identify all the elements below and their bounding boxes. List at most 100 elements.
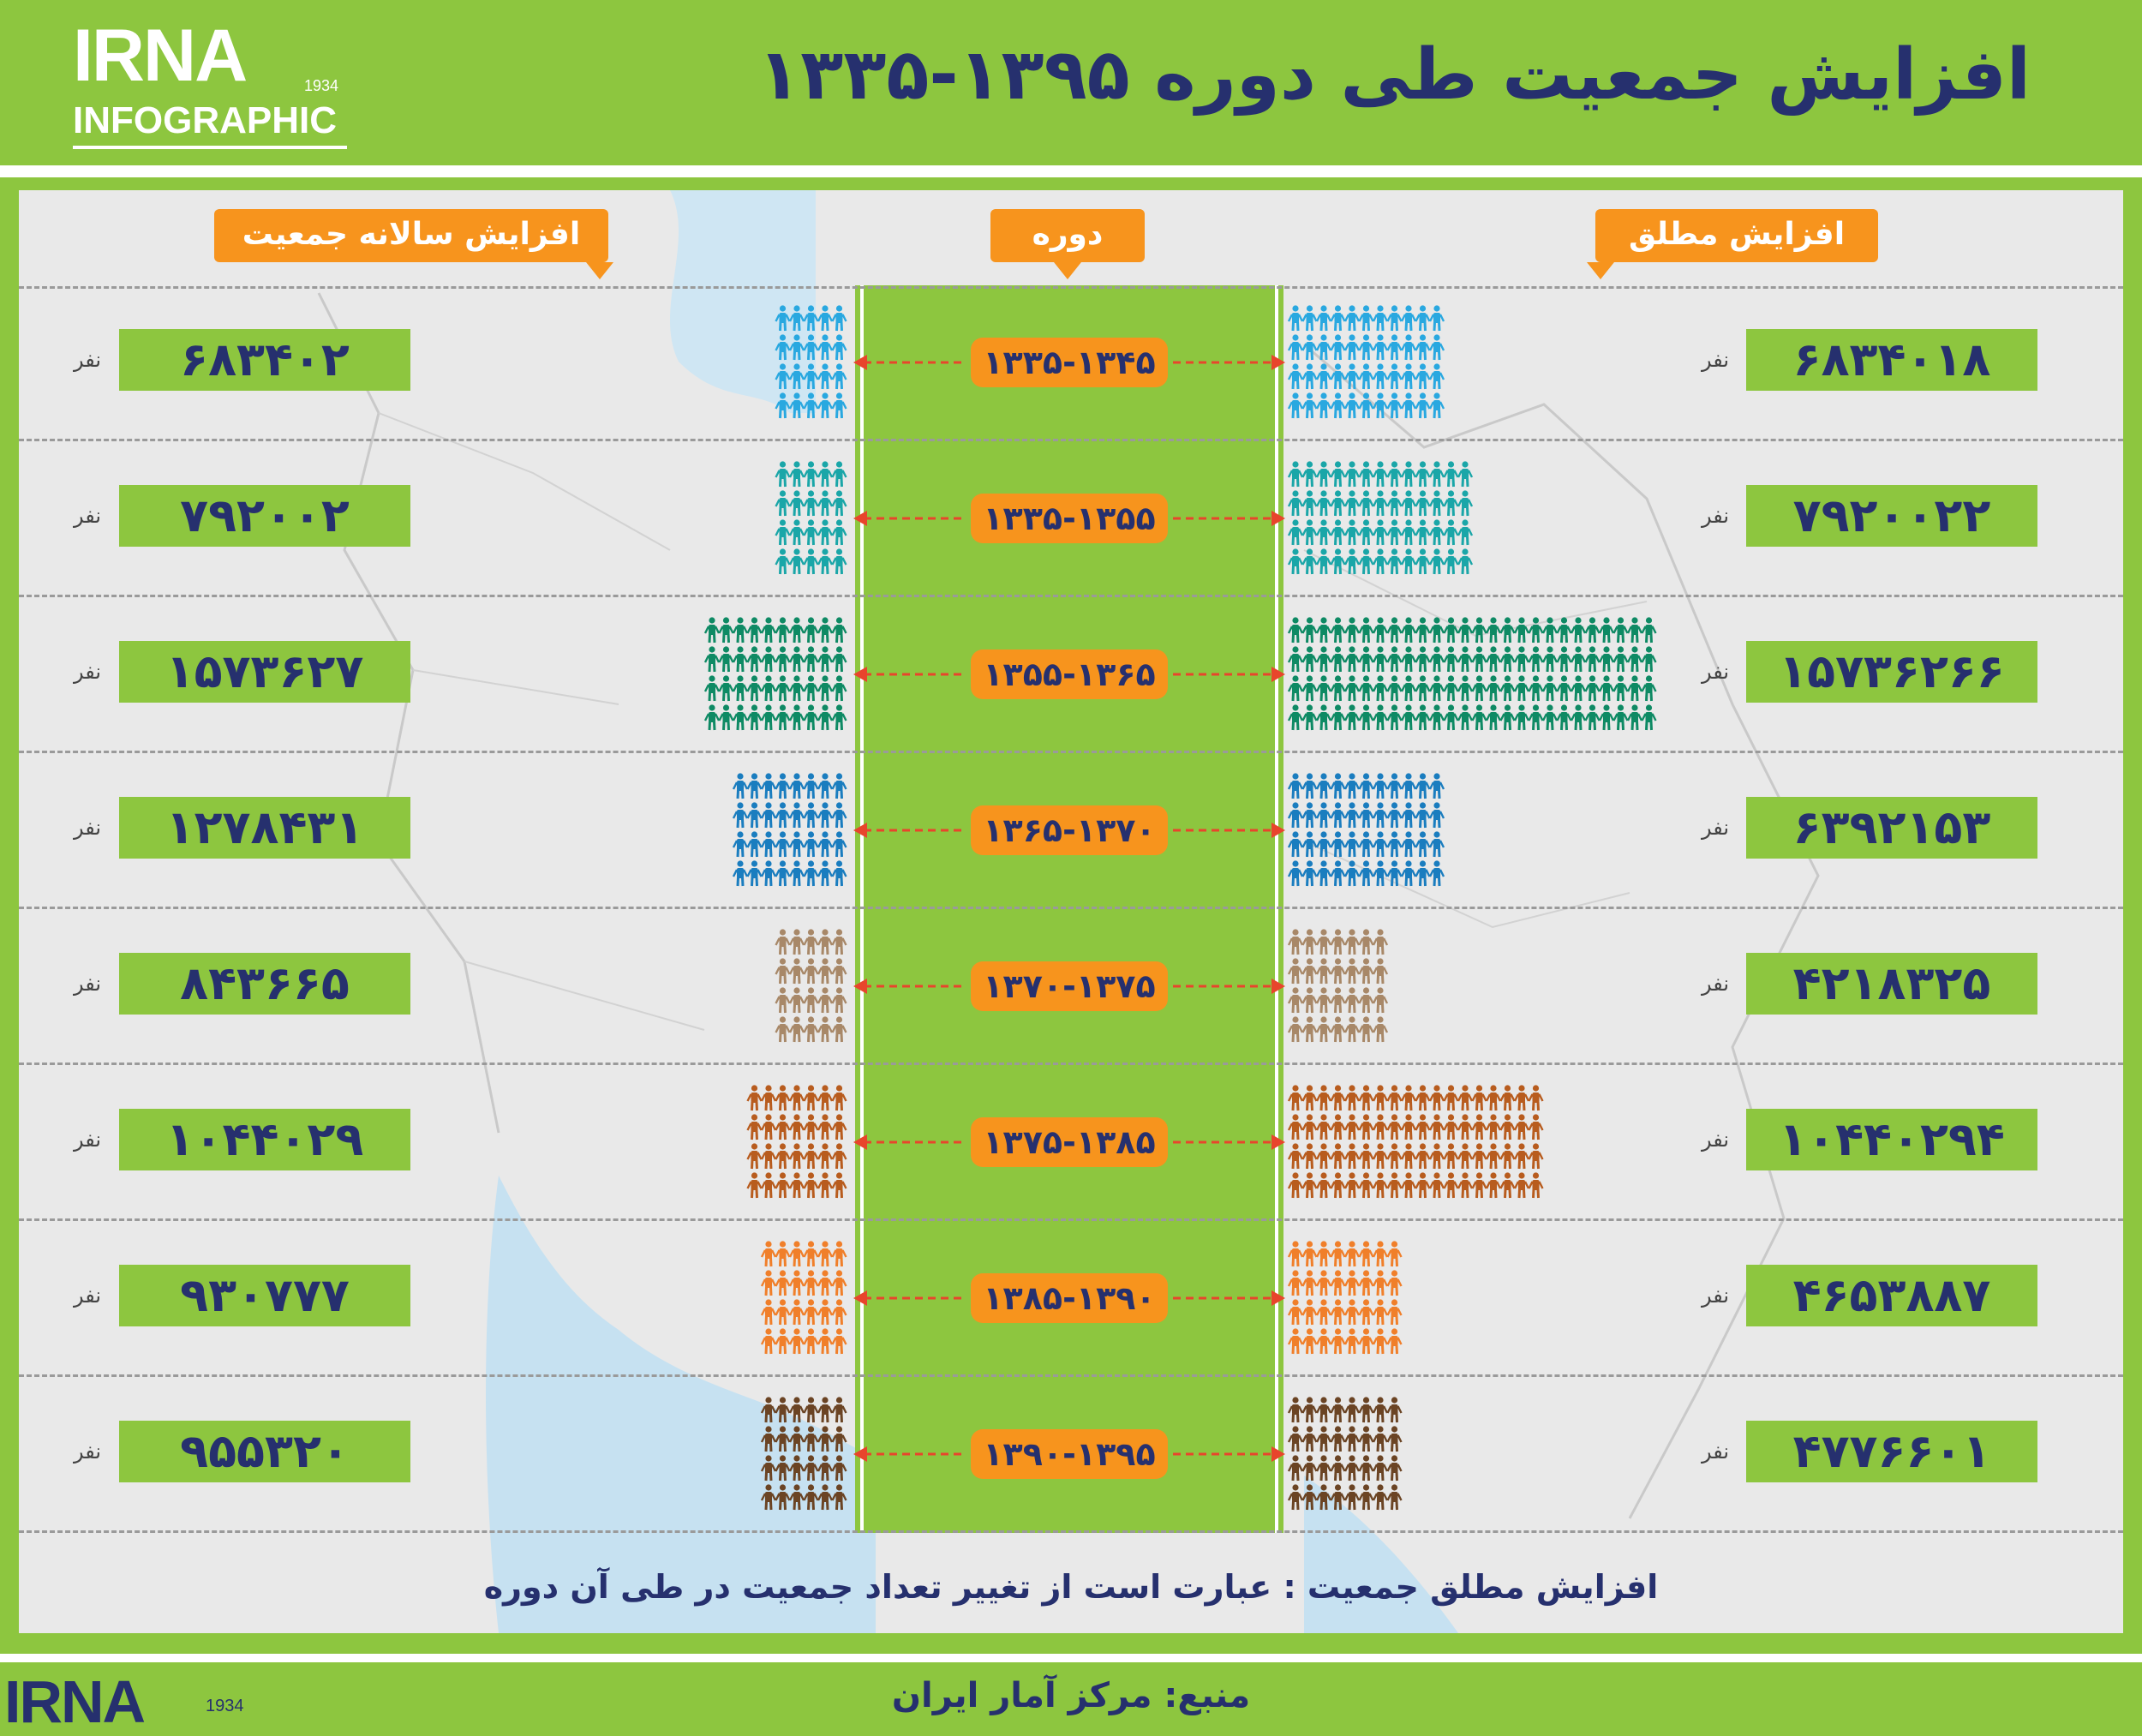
annual-value: ۶۸۳۴۰۲ (119, 329, 410, 391)
annual-people-icons (775, 305, 847, 419)
source-credit: منبع: مرکز آمار ایران (891, 1676, 1251, 1715)
annual-people-icons (760, 1241, 847, 1355)
absolute-unit: نفر (1702, 660, 1730, 684)
period-label: ۱۳۳۵-۱۳۵۵ (971, 494, 1168, 543)
annual-value: ۹۳۰۷۷۷ (119, 1265, 410, 1326)
row-separator (19, 1063, 2123, 1065)
absolute-people-icons (1287, 1085, 1544, 1199)
absolute-value: ۶۸۳۴۰۱۸ (1746, 329, 2037, 391)
annual-value: ۷۹۲۰۰۲ (119, 485, 410, 547)
absolute-value: ۴۶۵۳۸۸۷ (1746, 1265, 2037, 1326)
period-header: دوره (990, 209, 1145, 262)
right-arrowhead (1271, 667, 1285, 682)
annual-increase-header: افزایش سالانه جمعیت (214, 209, 608, 262)
right-arrowhead (1271, 1290, 1285, 1306)
absolute-people-icons (1287, 1241, 1403, 1355)
annual-unit: نفر (74, 1440, 102, 1464)
right-arrowhead (1271, 979, 1285, 994)
annual-unit: نفر (74, 972, 102, 996)
logo-underline (73, 146, 347, 149)
absolute-people-icons (1287, 617, 1657, 731)
main-panel: افزایش سالانه جمعیت دوره افزایش مطلق نفر… (19, 190, 2123, 1633)
absolute-increase-header: افزایش مطلق (1595, 209, 1878, 262)
absolute-unit: نفر (1702, 1284, 1730, 1308)
annual-unit: نفر (74, 660, 102, 684)
left-arrowhead (853, 511, 867, 526)
period-label: ۱۳۵۵-۱۳۶۵ (971, 650, 1168, 699)
logo-subtitle: INFOGRAPHIC (73, 99, 337, 141)
absolute-value: ۶۳۹۲۱۵۳ (1746, 797, 2037, 859)
annual-people-icons (732, 773, 847, 887)
irna-logo: IRNA 1934 INFOGRAPHIC (73, 17, 347, 149)
right-arrowhead (1271, 823, 1285, 838)
period-column-left-line (860, 285, 864, 1533)
absolute-unit: نفر (1702, 348, 1730, 372)
footer-logo: IRNA (4, 1668, 146, 1735)
row-separator (19, 439, 2123, 441)
absolute-unit: نفر (1702, 504, 1730, 528)
header: IRNA 1934 INFOGRAPHIC افزایش جمعیت طی دو… (0, 0, 2142, 163)
absolute-unit: نفر (1702, 972, 1730, 996)
annual-unit: نفر (74, 348, 102, 372)
row-separator (19, 286, 2123, 289)
row-separator (19, 751, 2123, 753)
annual-unit: نفر (74, 1284, 102, 1308)
annual-value: ۹۵۵۳۲۰ (119, 1421, 410, 1482)
absolute-people-icons (1287, 1397, 1403, 1511)
annual-value: ۱۲۷۸۴۳۱ (119, 797, 410, 859)
right-arrowhead (1271, 355, 1285, 370)
absolute-people-icons (1287, 929, 1389, 1043)
annual-people-icons (703, 617, 847, 731)
row-separator (19, 1530, 2123, 1533)
left-arrowhead (853, 667, 867, 682)
row-separator (19, 1218, 2123, 1221)
footer-logo-year: 1934 (206, 1697, 244, 1715)
left-arrowhead (853, 1446, 867, 1462)
annual-people-icons (775, 929, 847, 1043)
period-label: ۱۳۸۵-۱۳۹۰ (971, 1273, 1168, 1323)
logo-year: 1934 (304, 77, 339, 94)
definition-note: افزایش مطلق جمعیت : عبارت است از تغییر ت… (483, 1568, 1659, 1606)
period-label: ۱۳۶۵-۱۳۷۰ (971, 805, 1168, 855)
page-title: افزایش جمعیت طی دوره ۱۳۹۵-۱۳۳۵ (757, 34, 2031, 116)
row-separator (19, 907, 2123, 909)
annual-unit: نفر (74, 1128, 102, 1152)
row-separator (19, 1374, 2123, 1377)
right-arrowhead (1271, 1446, 1285, 1462)
period-label: ۱۳۷۰-۱۳۷۵ (971, 961, 1168, 1011)
left-arrowhead (853, 1134, 867, 1150)
period-label: ۱۳۷۵-۱۳۸۵ (971, 1117, 1168, 1167)
right-arrowhead (1271, 511, 1285, 526)
header-divider (0, 165, 2142, 177)
footer-divider (0, 1654, 2142, 1662)
iran-map-background (317, 190, 1820, 1633)
annual-value: ۱۵۷۳۶۲۷ (119, 641, 410, 703)
annual-unit: نفر (74, 504, 102, 528)
absolute-value: ۱۰۴۴۰۲۹۴ (1746, 1109, 2037, 1170)
row-separator (19, 595, 2123, 597)
absolute-value: ۴۷۷۶۶۰۱ (1746, 1421, 2037, 1482)
annual-unit: نفر (74, 816, 102, 840)
absolute-value: ۷۹۲۰۰۲۲ (1746, 485, 2037, 547)
period-column (855, 285, 1283, 1533)
absolute-unit: نفر (1702, 816, 1730, 840)
left-arrowhead (853, 979, 867, 994)
annual-header-arrow (586, 262, 613, 279)
absolute-unit: نفر (1702, 1128, 1730, 1152)
left-arrowhead (853, 823, 867, 838)
chart-icons-layer (703, 305, 1657, 1511)
absolute-people-icons (1287, 461, 1474, 575)
annual-people-icons (746, 1085, 847, 1199)
annual-people-icons (760, 1397, 847, 1511)
absolute-unit: نفر (1702, 1440, 1730, 1464)
right-arrowhead (1271, 1134, 1285, 1150)
left-arrowhead (853, 355, 867, 370)
period-header-arrow (1054, 262, 1081, 279)
annual-people-icons (775, 461, 847, 575)
absolute-header-arrow (1587, 262, 1614, 279)
period-column-right-line (1275, 285, 1278, 1533)
annual-value: ۱۰۴۴۰۲۹ (119, 1109, 410, 1170)
period-label: ۱۳۹۰-۱۳۹۵ (971, 1429, 1168, 1479)
absolute-value: ۴۲۱۸۳۲۵ (1746, 953, 2037, 1015)
footer: IRNA 1934 منبع: مرکز آمار ایران (0, 1662, 2142, 1735)
